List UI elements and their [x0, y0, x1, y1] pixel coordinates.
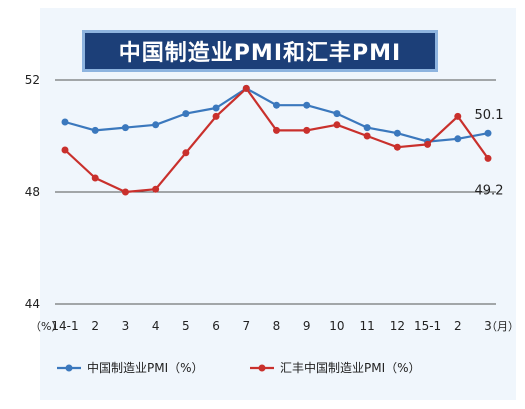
legend-marker [65, 364, 73, 372]
data-labels: 50.1 49.2 [475, 108, 504, 198]
data-point [454, 135, 462, 143]
data-point [182, 110, 190, 118]
x-tick-label: 5 [182, 319, 190, 333]
series-2 [61, 84, 492, 196]
x-tick-label: 4 [152, 319, 160, 333]
y-tick-label: 52 [25, 73, 40, 87]
chart-background [40, 8, 516, 400]
y-tick-label: 48 [25, 185, 40, 199]
data-point [454, 112, 462, 120]
data-point [182, 149, 190, 157]
gridlines [55, 79, 496, 305]
x-tick-label: 11 [360, 319, 375, 333]
legend-item: 中国制造业PMI（%） [57, 360, 204, 375]
end-value-label: 50.1 [475, 108, 504, 123]
legend-label: 中国制造业PMI（%） [87, 360, 204, 375]
data-point [393, 143, 401, 151]
data-point [363, 124, 371, 132]
legend-marker [258, 364, 266, 372]
x-tick-label: 14-1 [51, 319, 78, 333]
data-point [121, 188, 129, 196]
x-tick-label: 3 [484, 319, 492, 333]
data-point [152, 185, 160, 193]
x-tick-label: 8 [273, 319, 281, 333]
data-point [424, 140, 432, 148]
data-point [363, 132, 371, 140]
x-tick-label: 2 [454, 319, 462, 333]
x-tick-label: 15-1 [414, 319, 441, 333]
data-point [484, 129, 492, 137]
data-point [121, 124, 129, 132]
x-tick-label: 12 [390, 319, 405, 333]
legend: 中国制造业PMI（%） 汇丰中国制造业PMI（%） [57, 360, 421, 375]
legend-item: 汇丰中国制造业PMI（%） [250, 360, 421, 375]
data-point [91, 126, 99, 134]
end-value-label: 49.2 [475, 183, 504, 198]
x-axis-unit: （月） [486, 320, 519, 333]
data-point [273, 126, 280, 134]
chart-title-box: 中国制造业PMI和汇丰PMI [82, 30, 438, 72]
data-point [393, 129, 401, 137]
data-point [212, 104, 220, 112]
x-axis-ticks: 14-1 2 3 4 5 6 7 8 9 10 11 12 15-1 2 3 [51, 319, 491, 333]
legend-label: 汇丰中国制造业PMI（%） [280, 360, 421, 375]
data-point [333, 121, 341, 129]
data-point [212, 112, 220, 120]
x-tick-label: 6 [212, 319, 220, 333]
data-point [333, 110, 341, 118]
y-tick-label: 44 [25, 297, 40, 311]
x-tick-label: 10 [329, 319, 344, 333]
series-layer [61, 84, 492, 196]
data-point [91, 174, 99, 182]
chart-title: 中国制造业PMI和汇丰PMI [118, 41, 402, 66]
x-tick-label: 3 [122, 319, 130, 333]
y-axis-unit: （%） [30, 320, 62, 333]
data-point [242, 84, 250, 92]
x-tick-label: 9 [303, 319, 311, 333]
data-point [61, 146, 69, 154]
y-axis-ticks: 44 48 52 [25, 73, 40, 311]
data-point [484, 154, 492, 162]
data-point [303, 126, 311, 134]
x-tick-label: 7 [242, 319, 250, 333]
series-1 [61, 84, 492, 146]
data-point [152, 121, 160, 129]
data-point [303, 101, 311, 109]
data-point [273, 101, 280, 109]
x-tick-label: 2 [91, 319, 99, 333]
data-point [61, 118, 69, 126]
